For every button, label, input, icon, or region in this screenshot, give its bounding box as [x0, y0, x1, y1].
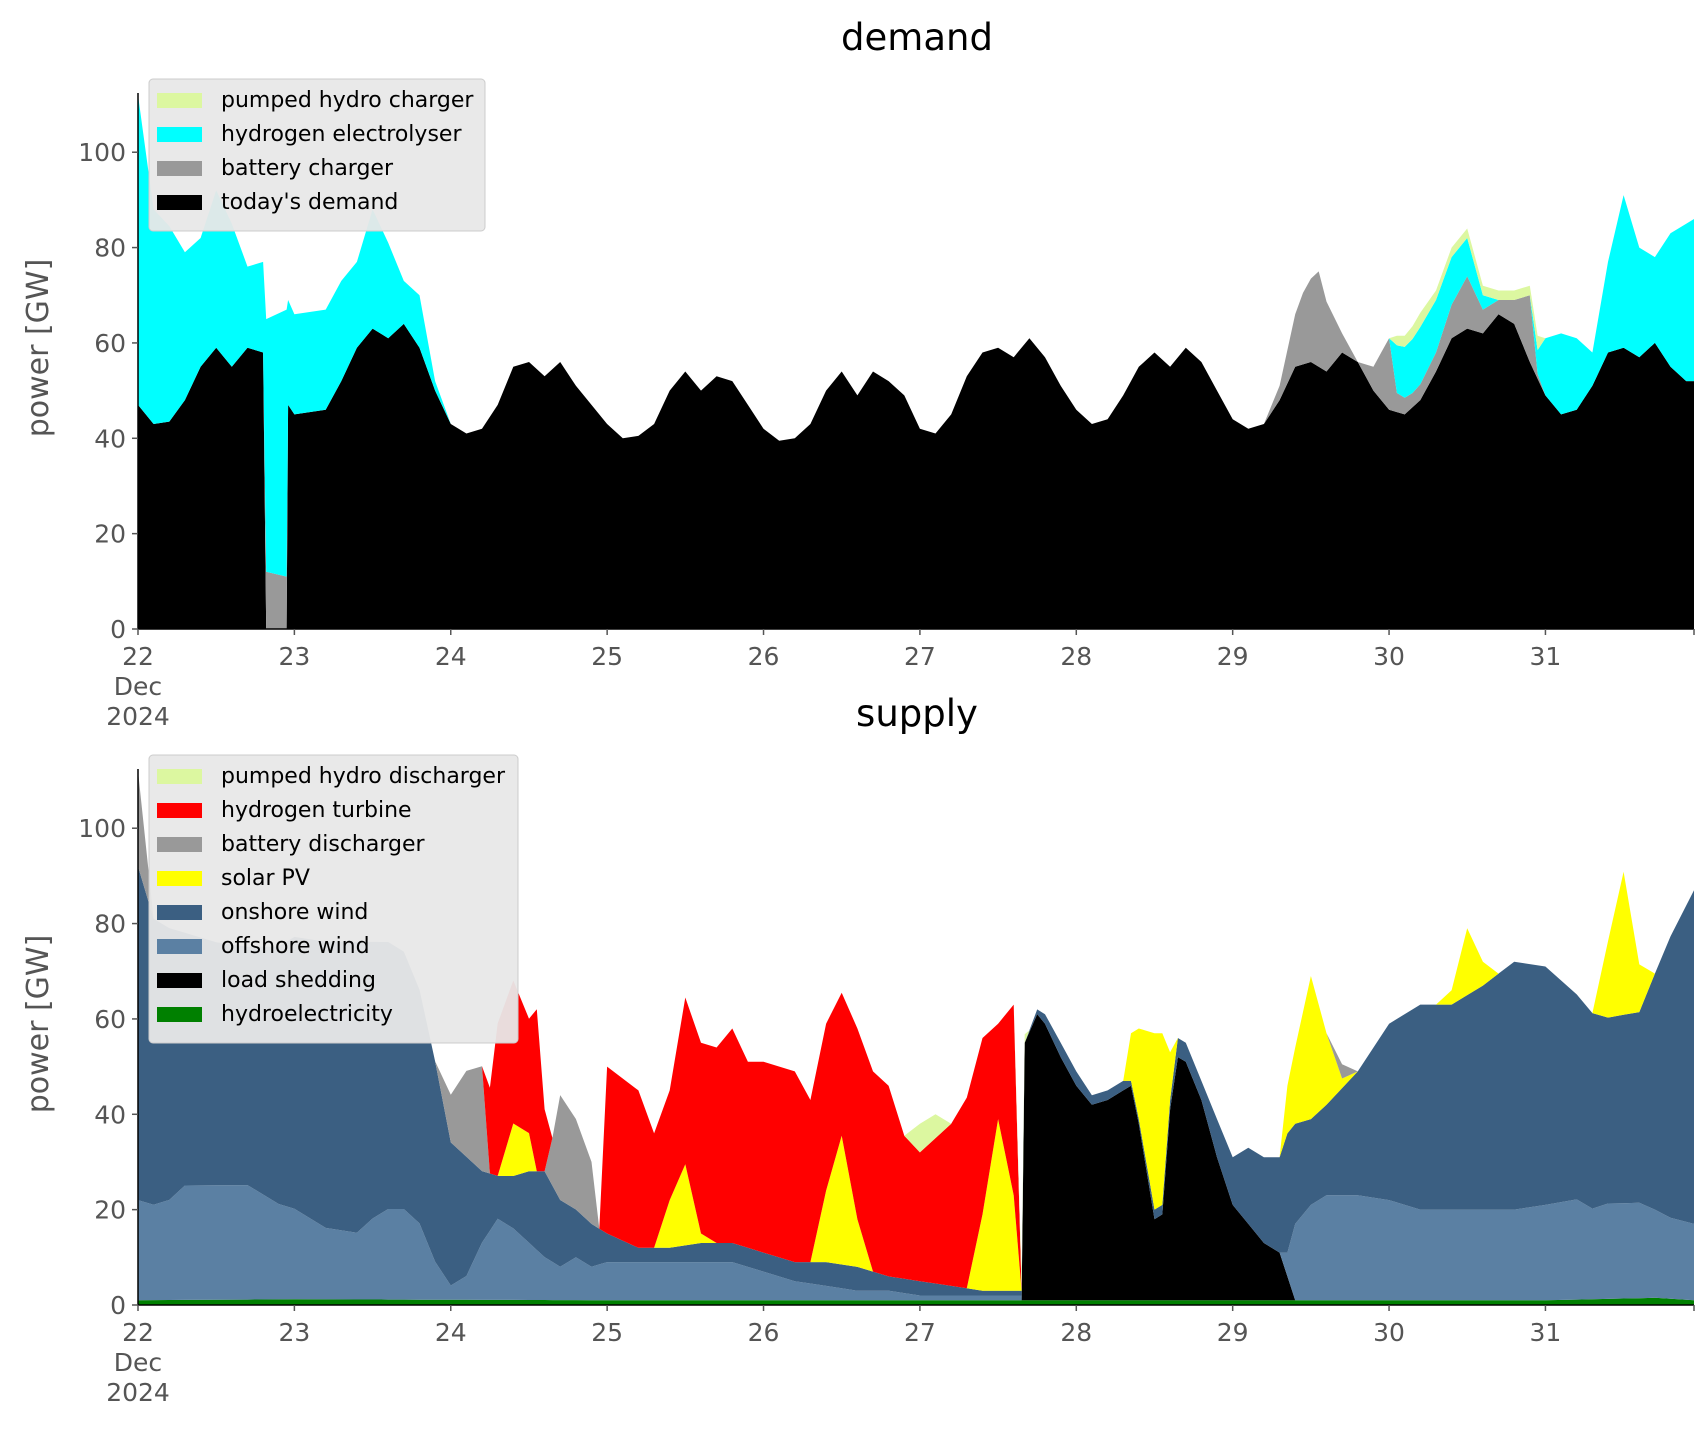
- legend-swatch-hydroelectricity: [157, 1007, 202, 1022]
- legend-swatch-onshore-wind: [157, 905, 202, 920]
- legend-label-offshore-wind: offshore wind: [221, 934, 370, 959]
- supply-x-tick-label: 23: [278, 1318, 310, 1347]
- legend-label-hydrogen-turbine: hydrogen turbine: [221, 798, 412, 823]
- legend-label-load-shedding: load shedding: [221, 968, 376, 993]
- demand-x-tick-label: 29: [1217, 642, 1249, 671]
- demand-y-tick-label: 40: [94, 424, 126, 453]
- demand-x-tick-label: 27: [904, 642, 936, 671]
- demand-y-tick-label: 0: [110, 615, 126, 644]
- supply-area-hydroelectricity: [138, 1297, 1694, 1305]
- supply-areas: [138, 771, 1694, 1305]
- legend-label-pumped-hydro-charger: pumped hydro charger: [221, 88, 474, 113]
- supply-y-tick-label: 100: [78, 814, 126, 843]
- legend-label-hydroelectricity: hydroelectricity: [221, 1002, 393, 1027]
- legend-label-solar-pv: solar PV: [221, 866, 310, 891]
- demand-x-tick-label: 30: [1373, 642, 1405, 671]
- demand-x-tick-label: 24: [435, 642, 467, 671]
- supply-x-tick-label: 31: [1530, 1318, 1562, 1347]
- legend-swatch-battery-charger: [157, 161, 202, 176]
- supply-area-hydrogen-turbine: [138, 771, 1694, 1291]
- supply-x-tick-label: 22: [122, 1318, 154, 1347]
- demand-y-axis-label: power [GW]: [21, 259, 56, 438]
- supply-y-tick-label: 80: [94, 910, 126, 939]
- legend-swatch-load-shedding: [157, 973, 202, 988]
- legend-swatch-hydrogen-turbine: [157, 803, 202, 818]
- legend-swatch-pumped-hydro-discharger: [157, 769, 202, 784]
- demand-x-tick-label: 22: [122, 642, 154, 671]
- legend-label-battery-charger: battery charger: [221, 156, 394, 181]
- legend-swatch-battery-discharger: [157, 837, 202, 852]
- supply-x-tick-label: 2024: [106, 1378, 170, 1407]
- legend-swatch-hydrogen-electrolyser: [157, 127, 202, 142]
- legend-label-hydrogen-electrolyser: hydrogen electrolyser: [221, 122, 462, 147]
- supply-x-tick-label: Dec: [114, 1348, 162, 1377]
- supply-area-onshore-wind: [138, 866, 1694, 1296]
- supply-x-tick-label: 30: [1373, 1318, 1405, 1347]
- legend-swatch-pumped-hydro-charger: [157, 93, 202, 108]
- demand-x-tick-label: Dec: [114, 672, 162, 701]
- demand-legend: pumped hydro charger hydrogen electrolyse…: [148, 78, 486, 232]
- legend-swatch-offshore-wind: [157, 939, 202, 954]
- demand-y-tick-label: 60: [94, 329, 126, 358]
- legend-label-today-s-demand: today's demand: [221, 190, 398, 215]
- demand-legend-box: [148, 78, 486, 232]
- supply-chart-title: supply: [856, 692, 978, 735]
- demand-areas: [138, 95, 1694, 629]
- demand-x-tick-label: 28: [1060, 642, 1092, 671]
- demand-x-tick-label: 25: [591, 642, 623, 671]
- supply-legend-box: [148, 754, 519, 1044]
- supply-x-tick-label: 26: [748, 1318, 780, 1347]
- demand-area-today-s-demand: [138, 314, 1694, 629]
- supply-y-axis-label: power [GW]: [21, 935, 56, 1114]
- supply-x-tick-label: 29: [1217, 1318, 1249, 1347]
- demand-y-tick-label: 20: [94, 520, 126, 549]
- supply-x-tick-label: 25: [591, 1318, 623, 1347]
- demand-area-battery-charger: [138, 271, 1694, 629]
- demand-x-tick-label: 31: [1530, 642, 1562, 671]
- supply-x-tick-label: 24: [435, 1318, 467, 1347]
- demand-y-tick-label: 80: [94, 234, 126, 263]
- demand-chart-title: demand: [841, 16, 993, 59]
- supply-y-tick-label: 0: [110, 1291, 126, 1320]
- supply-legend: pumped hydro discharger hydrogen turbine b…: [148, 754, 519, 1044]
- supply-area-offshore-wind: [138, 1014, 1694, 1301]
- supply-y-tick-label: 40: [94, 1100, 126, 1129]
- legend-label-pumped-hydro-discharger: pumped hydro discharger: [221, 764, 506, 789]
- supply-x-tick-label: 27: [904, 1318, 936, 1347]
- legend-swatch-today-s-demand: [157, 195, 202, 210]
- legend-label-onshore-wind: onshore wind: [221, 900, 368, 925]
- legend-swatch-solar-pv: [157, 871, 202, 886]
- legend-label-battery-discharger: battery discharger: [221, 832, 426, 857]
- demand-x-tick-label: 23: [278, 642, 310, 671]
- demand-x-tick-label: 26: [748, 642, 780, 671]
- supply-y-tick-label: 60: [94, 1005, 126, 1034]
- supply-y-tick-label: 20: [94, 1196, 126, 1225]
- supply-x-tick-label: 28: [1060, 1318, 1092, 1347]
- demand-x-tick-label: 2024: [106, 702, 170, 731]
- demand-y-tick-label: 100: [78, 138, 126, 167]
